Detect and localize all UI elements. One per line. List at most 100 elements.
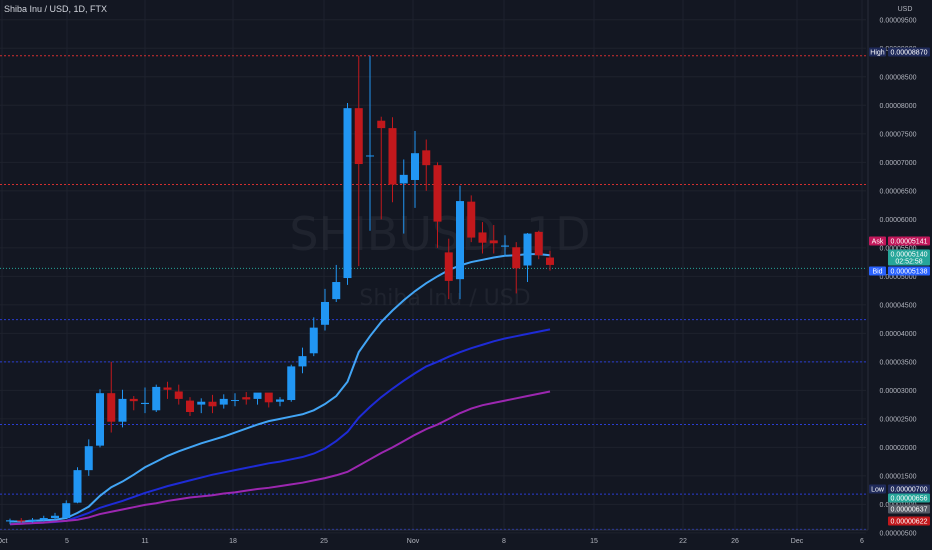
price-tag-label-bg bbox=[869, 236, 886, 246]
y-tick-label: 0.00003000 bbox=[880, 388, 917, 395]
candle-body bbox=[242, 397, 251, 400]
candle-up bbox=[411, 130, 419, 208]
price-tag: High 0.00008870 bbox=[869, 47, 930, 57]
price-tag-label-bg bbox=[869, 47, 886, 57]
candle-body bbox=[39, 518, 48, 520]
candle-up bbox=[39, 515, 48, 522]
candle-up bbox=[276, 397, 284, 407]
candle-body bbox=[422, 150, 431, 166]
candle-body bbox=[84, 446, 93, 471]
candle-body bbox=[366, 155, 374, 157]
x-tick-label: 18 bbox=[229, 538, 237, 545]
price-tag-label: Bid bbox=[872, 269, 882, 276]
candle-body bbox=[17, 520, 26, 522]
candle-up bbox=[321, 288, 329, 331]
candle-down bbox=[512, 242, 521, 294]
candle-body bbox=[276, 399, 284, 402]
y-tick-label: 0.00004500 bbox=[880, 302, 917, 309]
candle-body bbox=[399, 174, 408, 184]
price-tag-value-bg bbox=[888, 484, 930, 494]
price-tag: Low 0.00000700 bbox=[869, 484, 930, 494]
x-tick-label: 22 bbox=[679, 538, 687, 545]
candle-up bbox=[118, 389, 127, 428]
candle-up bbox=[6, 518, 14, 525]
x-tick-label: 5 bbox=[65, 538, 69, 545]
candle-body bbox=[411, 153, 419, 180]
moving-average-line-2 bbox=[9, 328, 551, 526]
price-tag-label-bg bbox=[869, 484, 886, 494]
candle-body bbox=[501, 245, 509, 247]
candle-body bbox=[546, 257, 554, 265]
candle-up bbox=[343, 103, 352, 285]
candle-body bbox=[28, 519, 37, 522]
candle-up bbox=[501, 235, 509, 257]
candle-body bbox=[354, 108, 363, 165]
candle-body bbox=[163, 387, 172, 390]
candle-down bbox=[467, 195, 476, 243]
time-axis[interactable]: Oct 5 11 18 25 Nov 8 15 22 26 Dec 6 bbox=[0, 529, 868, 545]
price-tag-label: Low bbox=[871, 487, 885, 494]
candle-down bbox=[174, 384, 183, 405]
candle-up bbox=[287, 364, 296, 402]
candle-body bbox=[141, 402, 149, 405]
y-tick-label: 0.00002500 bbox=[880, 416, 917, 423]
x-tick-label: 25 bbox=[320, 538, 328, 545]
price-tag-countdown: 02:52:58 bbox=[895, 259, 922, 266]
candle-body bbox=[489, 240, 498, 244]
candle-body bbox=[152, 386, 161, 411]
x-tick-label: 6 bbox=[860, 538, 864, 545]
candle-up bbox=[62, 500, 71, 519]
candle-body bbox=[62, 503, 71, 519]
candle-body bbox=[231, 400, 239, 402]
candle-down bbox=[489, 225, 498, 254]
y-tick-label: 0.00003500 bbox=[880, 359, 917, 366]
candle-up bbox=[197, 398, 206, 414]
candle-down bbox=[546, 250, 554, 271]
x-tick-label: 11 bbox=[141, 538, 148, 545]
candle-body bbox=[444, 252, 453, 281]
candle-body bbox=[51, 515, 59, 519]
candle-up bbox=[219, 394, 228, 409]
candle-body bbox=[208, 401, 217, 407]
candle-body bbox=[332, 282, 341, 300]
price-tag-value-bg bbox=[888, 236, 930, 246]
price-tag: 0.00000622 bbox=[888, 516, 930, 526]
candle-down bbox=[163, 381, 172, 399]
candle-down bbox=[478, 222, 487, 254]
x-tick-label: 15 bbox=[590, 538, 598, 545]
candle-body bbox=[264, 392, 273, 403]
candle-down bbox=[354, 55, 363, 267]
candle-up bbox=[141, 387, 149, 414]
candle-down bbox=[242, 392, 251, 405]
candle-down bbox=[264, 392, 273, 408]
candle-body bbox=[343, 108, 352, 279]
chart-title: Shiba Inu / USD, 1D, FTX bbox=[4, 4, 108, 14]
y-tick-label: 0.00005000 bbox=[880, 274, 917, 281]
candles bbox=[6, 55, 554, 525]
y-tick-label: 0.00008000 bbox=[880, 103, 917, 110]
candle-up bbox=[231, 393, 239, 407]
moving-average-line-3 bbox=[9, 390, 551, 526]
y-tick-label: 0.00001500 bbox=[880, 473, 917, 480]
price-tag-value-bg bbox=[888, 516, 930, 526]
y-tick-label: 0.00007000 bbox=[880, 160, 917, 167]
candle-up bbox=[28, 518, 37, 523]
candle-up bbox=[366, 55, 374, 231]
candle-down bbox=[17, 518, 26, 523]
y-tick-label: 0.00000500 bbox=[880, 530, 917, 537]
candle-down bbox=[129, 396, 138, 411]
candle-up bbox=[152, 384, 161, 412]
y-tick-label: 0.00007500 bbox=[880, 131, 917, 138]
x-tick-label: Nov bbox=[407, 538, 420, 545]
price-tag-value: 0.00005138 bbox=[891, 269, 928, 276]
candle-down bbox=[422, 139, 431, 191]
x-tick-label: Oct bbox=[0, 538, 7, 545]
candle-up bbox=[96, 389, 104, 448]
y-tick-label: 0.00002000 bbox=[880, 445, 917, 452]
candle-down bbox=[388, 117, 397, 203]
price-tag-value: 0.00005141 bbox=[891, 239, 928, 246]
candle-body bbox=[129, 398, 138, 402]
